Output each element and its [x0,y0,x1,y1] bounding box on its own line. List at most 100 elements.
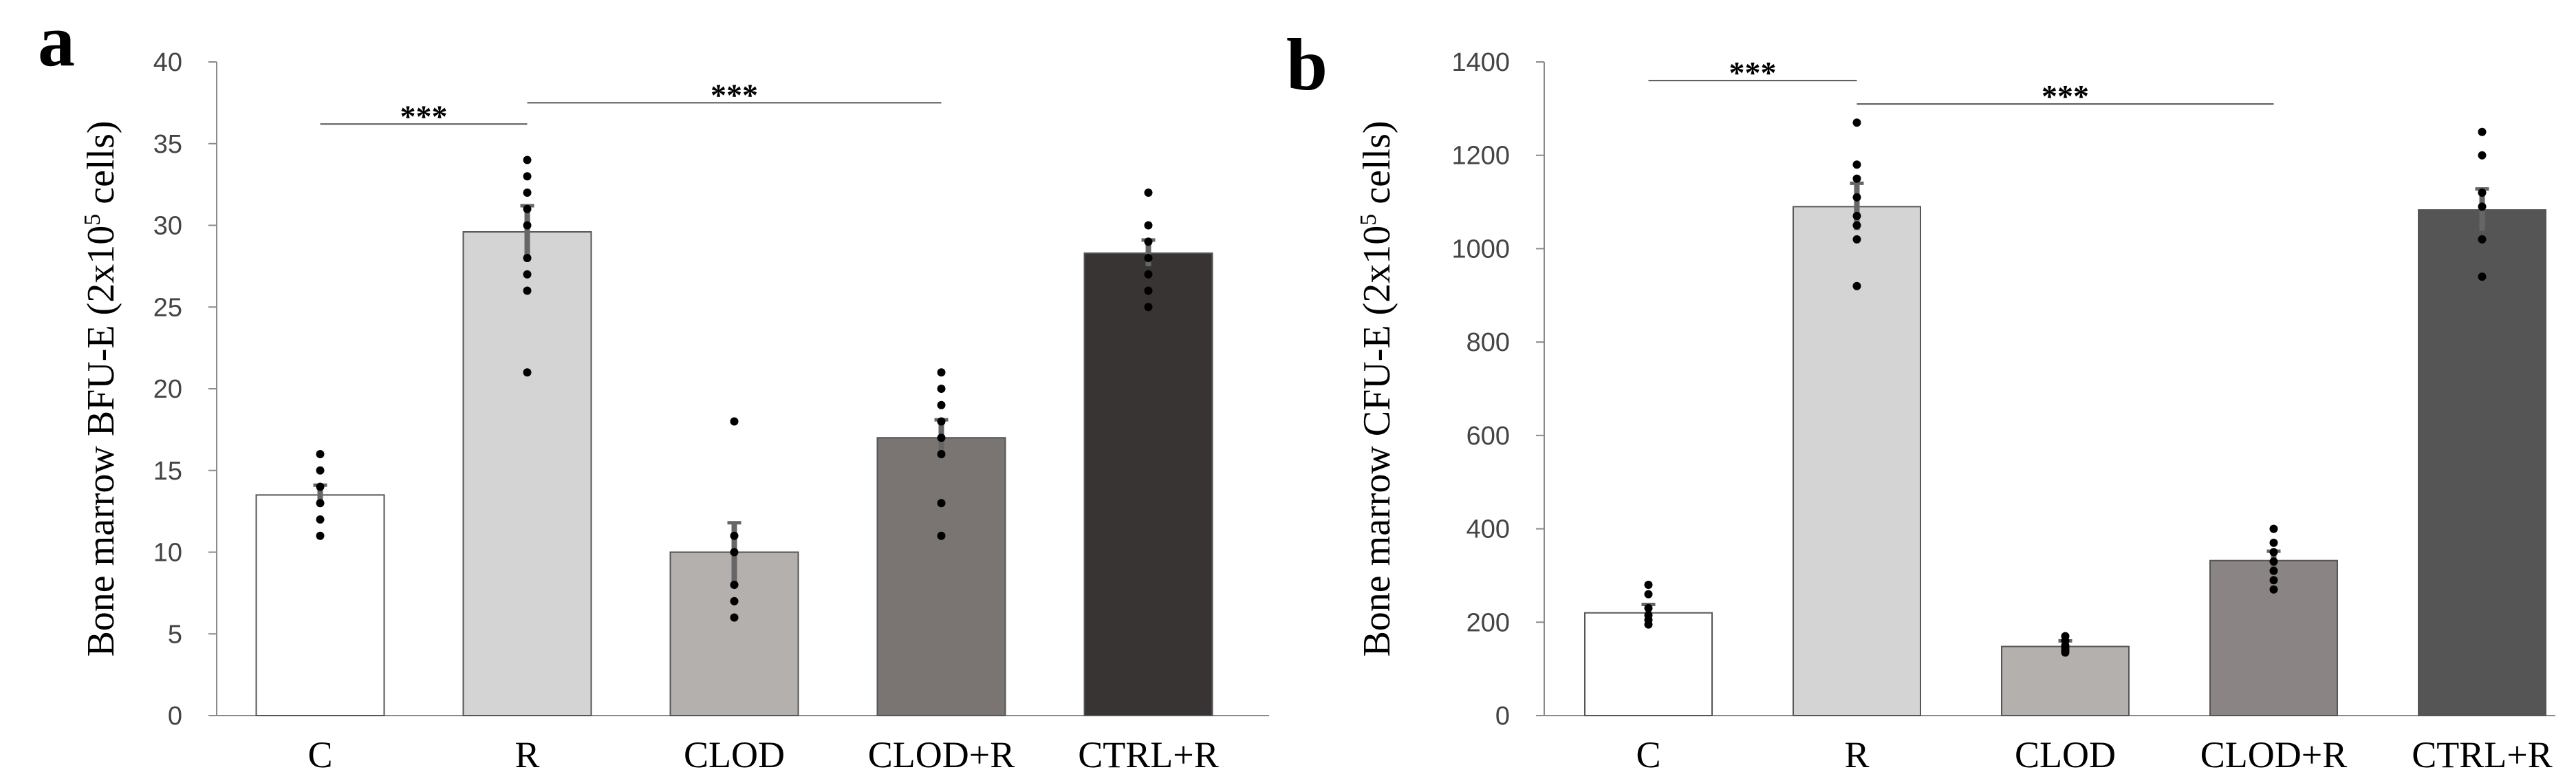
y-axis-label-text: Bone marrow BFU-E (2x10 [80,226,122,657]
data-point [2269,585,2278,594]
y-axis-label: Bone marrow CFU-E (2x105 cells) [1356,120,1398,656]
significance-label: *** [711,77,758,112]
data-point [523,286,532,295]
data-point [1644,603,1653,612]
data-point [1144,303,1153,312]
data-point [2269,566,2278,575]
data-point [1144,270,1153,279]
x-category-label: C [307,734,332,775]
data-point [2269,557,2278,566]
x-category-label: R [515,734,539,775]
data-point [2478,127,2487,136]
data-point [937,499,946,508]
significance-label: *** [2042,78,2089,114]
data-point [730,597,739,605]
data-point [937,368,946,377]
y-tick-label: 400 [1466,515,1510,544]
x-category-label: CLOD [2015,734,2116,775]
y-tick-label: 1400 [1451,48,1510,77]
data-point [1852,281,1861,290]
data-point [730,531,739,540]
data-point [1144,221,1153,230]
y-axis-label: Bone marrow BFU-E (2x105 cells) [80,120,122,656]
y-axis-label-text: Bone marrow CFU-E (2x10 [1356,226,1398,657]
y-tick-label: 15 [153,457,182,486]
chart-panel-a: a 0 5 10 15 20 25 30 35 40 Bone marrow BFU-E (2x10… [38,0,1269,775]
data-point [523,270,532,279]
data-point [1852,118,1861,127]
data-point [2269,524,2278,533]
y-tick-label: 30 [153,212,182,241]
x-category-label: CLOD+R [868,734,1015,775]
y-tick-label: 1200 [1451,142,1510,171]
y-axis-label-superscript: 5 [80,214,105,226]
x-category-label: CTRL+R [1078,734,1218,775]
data-point [2269,576,2278,585]
data-point [1852,193,1861,202]
x-category-label: CTRL+R [2412,734,2552,775]
y-tick-label: 200 [1466,608,1510,637]
data-point [937,531,946,540]
y-tick-label: 35 [153,130,182,159]
data-point [1852,211,1861,220]
data-point [2478,272,2487,281]
y-axis-label-unit: cells) [80,120,122,213]
bar-r [462,231,592,716]
data-point [523,221,532,230]
data-point [316,450,325,458]
data-point [937,450,946,458]
data-point [2478,202,2487,211]
data-point [2269,548,2278,557]
x-category-label: CLOD [684,734,785,775]
data-point [730,613,739,622]
data-point [1144,237,1153,246]
data-point [523,172,532,181]
y-tick-label: 800 [1466,328,1510,357]
bar-c [255,494,385,716]
y-tick-label: 20 [153,375,182,404]
data-point [1644,581,1653,589]
bar-ctrl-plusr [2418,209,2546,717]
bar-ctrl-plusr [1083,252,1213,716]
data-point [316,515,325,524]
data-point [730,548,739,557]
data-point [1852,235,1861,244]
data-point [1144,286,1153,295]
panel-label: b [1286,24,1328,106]
panel-label: a [38,0,75,82]
data-point [316,531,325,540]
data-point [730,581,739,589]
data-point [523,155,532,164]
data-point [937,385,946,393]
y-tick-label: 40 [153,48,182,77]
bar-c [1584,612,1713,717]
y-tick-label: 10 [153,539,182,568]
data-point [1144,189,1153,197]
data-point [937,417,946,426]
y-tick-label: 0 [168,702,182,731]
chart-panel-b: b 0 200 400 600 800 1000 1200 1400 Bone marrow CF… [1286,24,2555,775]
data-point [2478,189,2487,197]
x-category-label: R [1844,734,1869,775]
data-point [2478,235,2487,244]
data-point [523,189,532,197]
bar-clod-plusr [876,437,1006,716]
data-point [316,482,325,491]
bar-clod [2001,645,2130,716]
data-point [2478,151,2487,160]
data-point [1644,590,1653,599]
y-tick-label: 0 [1495,702,1510,731]
data-point [1644,611,1653,620]
significance-label: *** [400,98,448,133]
y-axis-label-unit: cells) [1356,120,1398,213]
y-axis-label-superscript: 5 [1356,214,1381,226]
data-point [523,254,532,262]
data-point [937,400,946,409]
significance-label: *** [1729,55,1777,90]
data-point [316,499,325,508]
data-point [730,417,739,426]
x-category-label: C [1636,734,1660,775]
y-tick-label: 25 [153,293,182,322]
data-point [2269,538,2278,547]
